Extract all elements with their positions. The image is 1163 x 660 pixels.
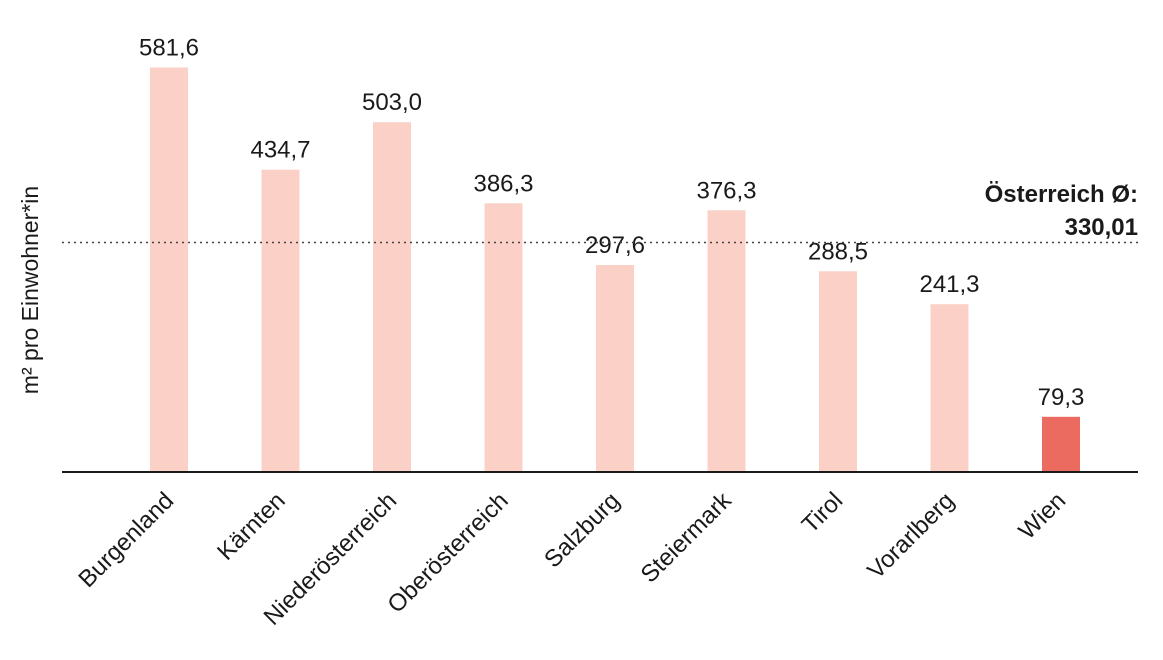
x-tick-label-salzburg: Salzburg: [539, 487, 625, 573]
x-tick-label-wien: Wien: [1013, 487, 1071, 545]
bar-wien: [1042, 416, 1080, 472]
x-tick-label-steiermark: Steiermark: [636, 486, 738, 588]
x-tick-label-kärnten: Kärnten: [212, 487, 291, 566]
bar-vorarlberg: [930, 304, 969, 472]
value-label-kärnten: 434,7: [250, 137, 310, 164]
bar-steiermark: [707, 210, 746, 473]
bar-salzburg: [596, 265, 634, 472]
bar-oberösterreich: [484, 203, 523, 473]
x-tick-label-vorarlberg: Vorarlberg: [862, 487, 959, 584]
value-label-burgenland: 581,6: [139, 35, 199, 62]
value-label-vorarlberg: 241,3: [919, 271, 979, 298]
average-label-title: Österreich Ø:: [985, 181, 1138, 208]
y-axis-label: m² pro Einwohner*in: [17, 186, 43, 394]
bar-niederösterreich: [373, 122, 411, 472]
bar-burgenland: [150, 67, 188, 472]
x-tick-label-burgenland: Burgenland: [73, 487, 179, 593]
value-label-oberösterreich: 386,3: [473, 170, 533, 197]
value-label-wien: 79,3: [1038, 384, 1085, 411]
bar-tirol: [819, 271, 857, 472]
value-label-salzburg: 297,6: [585, 232, 645, 259]
value-label-niederösterreich: 503,0: [362, 89, 422, 116]
x-tick-label-tirol: Tirol: [797, 487, 848, 538]
bar-kärnten: [261, 169, 300, 472]
x-tick-label-oberösterreich: Oberösterreich: [382, 487, 513, 618]
value-label-steiermark: 376,3: [696, 177, 756, 204]
average-label-value: 330,01: [1065, 214, 1138, 241]
